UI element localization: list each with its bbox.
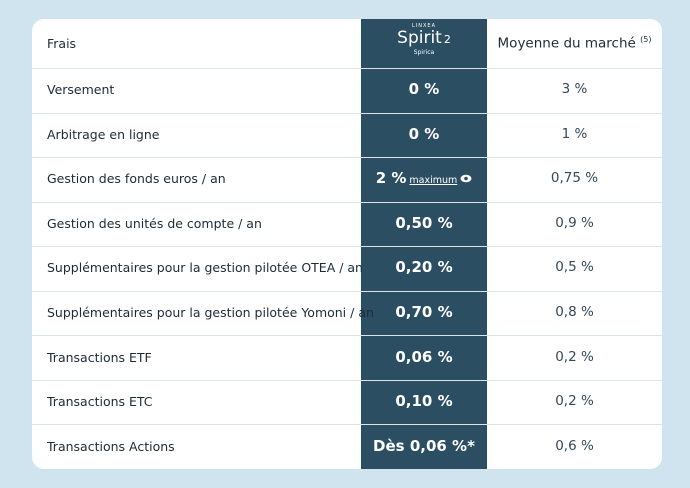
market-value: 0,6 %	[555, 437, 594, 454]
fee-label: Transactions ETC	[47, 394, 153, 410]
row-separator	[32, 246, 662, 248]
fee-label: Versement	[47, 82, 115, 98]
fee-row: Arbitrage en ligne 0 % 1 %	[32, 113, 662, 158]
spirit-fee: 0 %	[408, 80, 440, 99]
fee-row: Supplémentaires pour la gestion pilotée …	[32, 291, 662, 336]
fee-label: Gestion des unités de compte / an	[47, 215, 262, 231]
fee-row: Versement 0 % 3 %	[32, 68, 662, 113]
market-value: 1 %	[561, 125, 588, 142]
fee-row: Supplémentaires pour la gestion pilotée …	[32, 246, 662, 291]
market-value: 0,5 %	[555, 259, 594, 276]
fee-label: Arbitrage en ligne	[47, 126, 160, 142]
fee-row: Transactions Actions Dès 0,06 %* 0,6 %	[32, 424, 662, 469]
logo-name: Spirit	[397, 28, 442, 48]
spirit-fee: 0 %	[408, 124, 440, 143]
market-note: (5)	[640, 35, 652, 44]
spirit-value: 0,70 %	[361, 303, 487, 321]
fee-row: Transactions ETF 0,06 % 0,2 %	[32, 335, 662, 380]
fee-label: Transactions Actions	[47, 438, 175, 454]
fee-row: Gestion des fonds euros / an 2 % maximum 0,…	[32, 157, 662, 202]
fee-label: Supplémentaires pour la gestion pilotée …	[47, 305, 374, 321]
row-separator	[32, 424, 662, 426]
spirit-value: Dès 0,06 %*	[361, 437, 487, 455]
row-separator	[32, 68, 662, 69]
spirit-fee: 0,50 %	[395, 213, 453, 232]
fee-note-link[interactable]: maximum	[409, 175, 458, 187]
spirit-fee: 2 %	[375, 169, 407, 188]
logo-brand: LINXEA	[411, 23, 436, 29]
row-separator	[32, 201, 662, 203]
fee-row: Gestion des unités de compte / an 0,50 % 0…	[32, 202, 662, 247]
spirit-value: 2 % maximum	[361, 169, 487, 187]
spirit-value: 0,06 %	[361, 348, 487, 366]
market-title: Moyenne du marché	[497, 35, 636, 52]
market-value: 0,2 %	[555, 393, 594, 410]
market-value: 0,2 %	[555, 348, 594, 365]
fee-row: Transactions ETC 0,10 % 0,2 %	[32, 380, 662, 425]
spirit-value: 0 %	[361, 80, 487, 98]
market-value: 0,75 %	[550, 170, 599, 187]
fee-table: Frais LINXEA Spirit 2 Spirica Moyenne du …	[32, 19, 662, 469]
header-label: Frais	[47, 36, 77, 51]
eye-icon[interactable]	[460, 174, 472, 183]
logo-version: 2	[443, 33, 451, 46]
row-separator	[32, 157, 662, 159]
spirit-fee: Dès 0,06 %*	[373, 436, 475, 455]
row-separator	[32, 379, 662, 381]
spirit-value: 0,50 %	[361, 214, 487, 232]
spirit-fee: 0,20 %	[395, 258, 453, 277]
logo-insurer: Spirica	[413, 49, 435, 56]
row-separator	[32, 112, 662, 114]
spirit-fee: 0,70 %	[395, 303, 453, 322]
spirit-value: 0,10 %	[361, 392, 487, 410]
market-value: 0,8 %	[555, 304, 594, 321]
spirit-fee: 0,10 %	[395, 392, 453, 411]
spirit-value: 0 %	[361, 125, 487, 143]
fee-label: Supplémentaires pour la gestion pilotée …	[47, 260, 363, 276]
spirit-fee: 0,06 %	[395, 347, 453, 366]
row-separator	[32, 290, 662, 292]
header-row: Frais LINXEA Spirit 2 Spirica Moyenne du …	[32, 19, 662, 68]
market-value: 3 %	[561, 81, 588, 98]
row-separator	[32, 335, 662, 337]
header-market: Moyenne du marché (5)	[487, 35, 662, 52]
logo: LINXEA Spirit 2 Spirica	[361, 23, 487, 56]
fee-label: Gestion des fonds euros / an	[47, 171, 226, 187]
fee-label: Transactions ETF	[47, 349, 152, 365]
spirit-column	[361, 19, 487, 469]
market-value: 0,9 %	[555, 214, 594, 231]
spirit-value: 0,20 %	[361, 258, 487, 276]
